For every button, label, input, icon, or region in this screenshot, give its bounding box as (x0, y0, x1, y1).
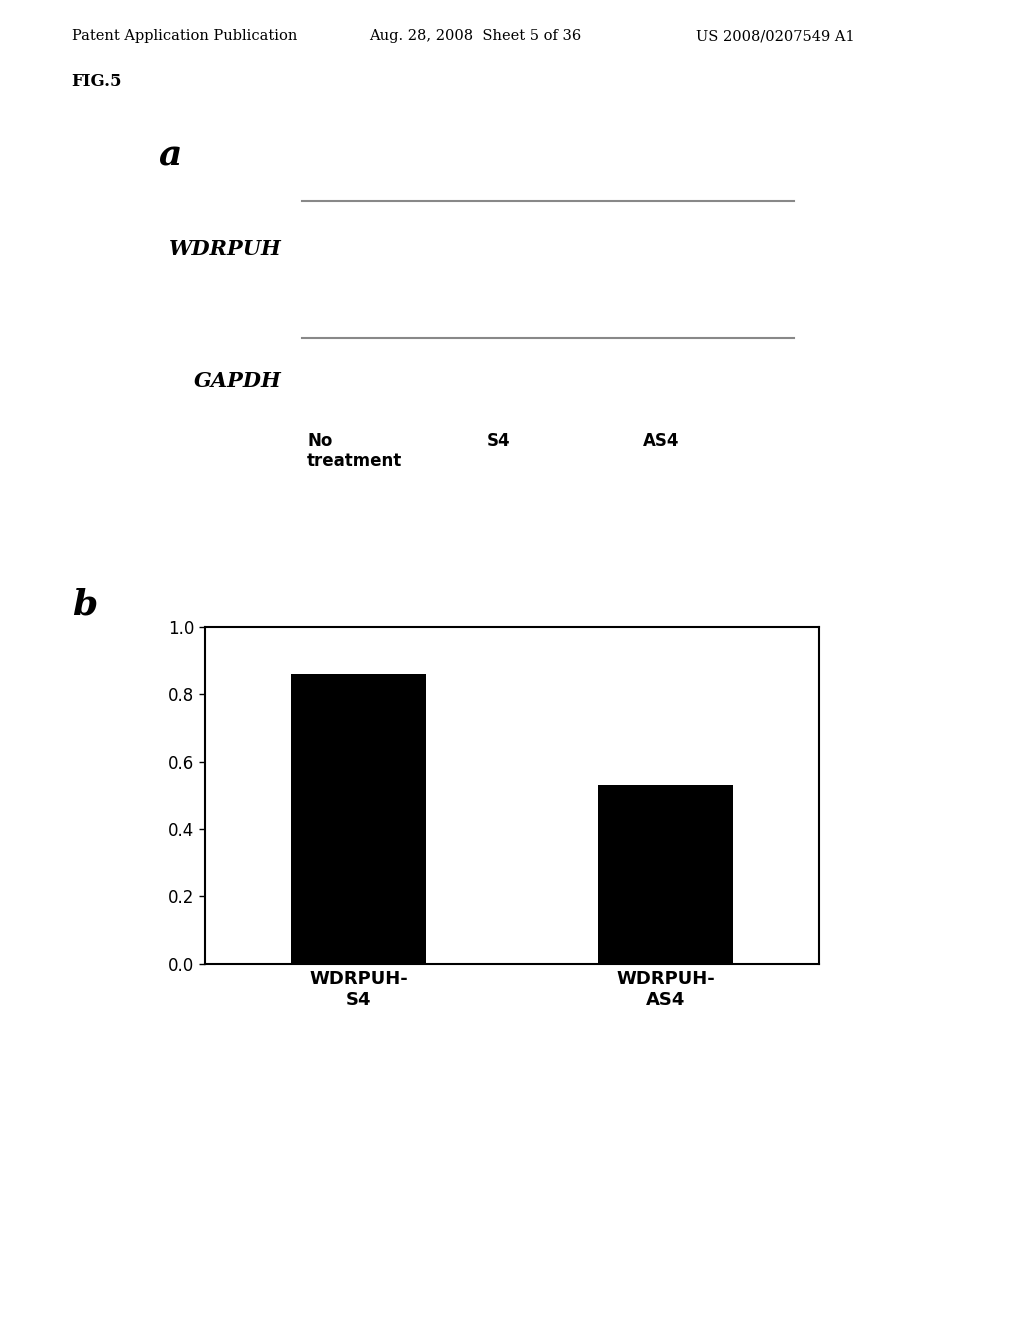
Bar (291, 675, 426, 964)
Text: GAPDH: GAPDH (194, 371, 282, 392)
Text: Aug. 28, 2008  Sheet 5 of 36: Aug. 28, 2008 Sheet 5 of 36 (369, 29, 581, 44)
Text: US 2008/0207549 A1: US 2008/0207549 A1 (696, 29, 855, 44)
Bar (598, 785, 733, 964)
Text: WDRPUH: WDRPUH (169, 239, 282, 259)
Text: No
treatment: No treatment (307, 432, 402, 470)
Text: b: b (72, 587, 97, 622)
Text: Patent Application Publication: Patent Application Publication (72, 29, 297, 44)
Text: FIG.5: FIG.5 (72, 73, 122, 90)
Text: WDRPUH-
AS4: WDRPUH- AS4 (616, 970, 715, 1008)
Text: WDRPUH-
S4: WDRPUH- S4 (309, 970, 408, 1008)
Text: S4: S4 (486, 432, 511, 450)
Text: AS4: AS4 (643, 432, 679, 450)
Text: a: a (159, 139, 182, 173)
